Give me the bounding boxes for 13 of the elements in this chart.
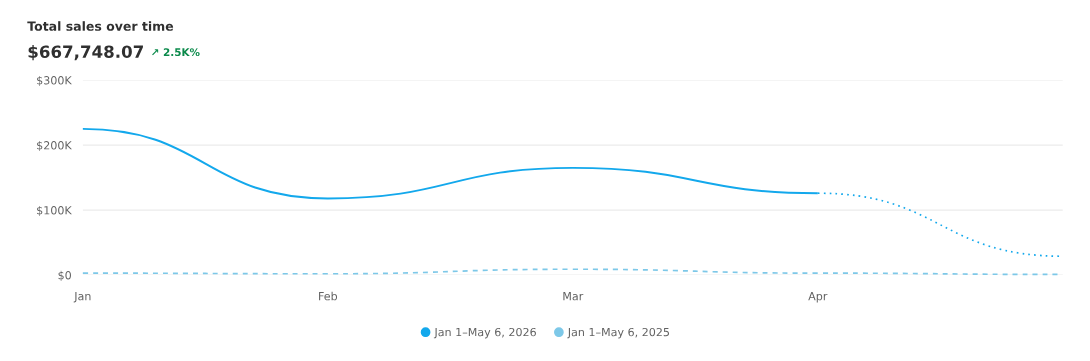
- y-tick-label: $300K: [37, 75, 72, 86]
- y-tick-label: $200K: [37, 140, 72, 151]
- chart-title: Total sales over time: [27, 21, 174, 31]
- y-tick-label: $100K: [37, 205, 72, 216]
- legend-label: Jan 1–May 6, 2026: [433, 327, 536, 339]
- y-tick-label: $0: [58, 270, 71, 281]
- x-tick-label: Jan: [73, 292, 91, 303]
- legend-label: Jan 1–May 6, 2025: [567, 327, 669, 339]
- text: ↗ 2.5K%: [152, 48, 200, 57]
- text: $667,748.07: [28, 45, 143, 61]
- x-tick-label: Feb: [319, 291, 338, 301]
- x-tick-label: Apr: [808, 292, 828, 303]
- x-tick-label: Mar: [563, 292, 584, 301]
